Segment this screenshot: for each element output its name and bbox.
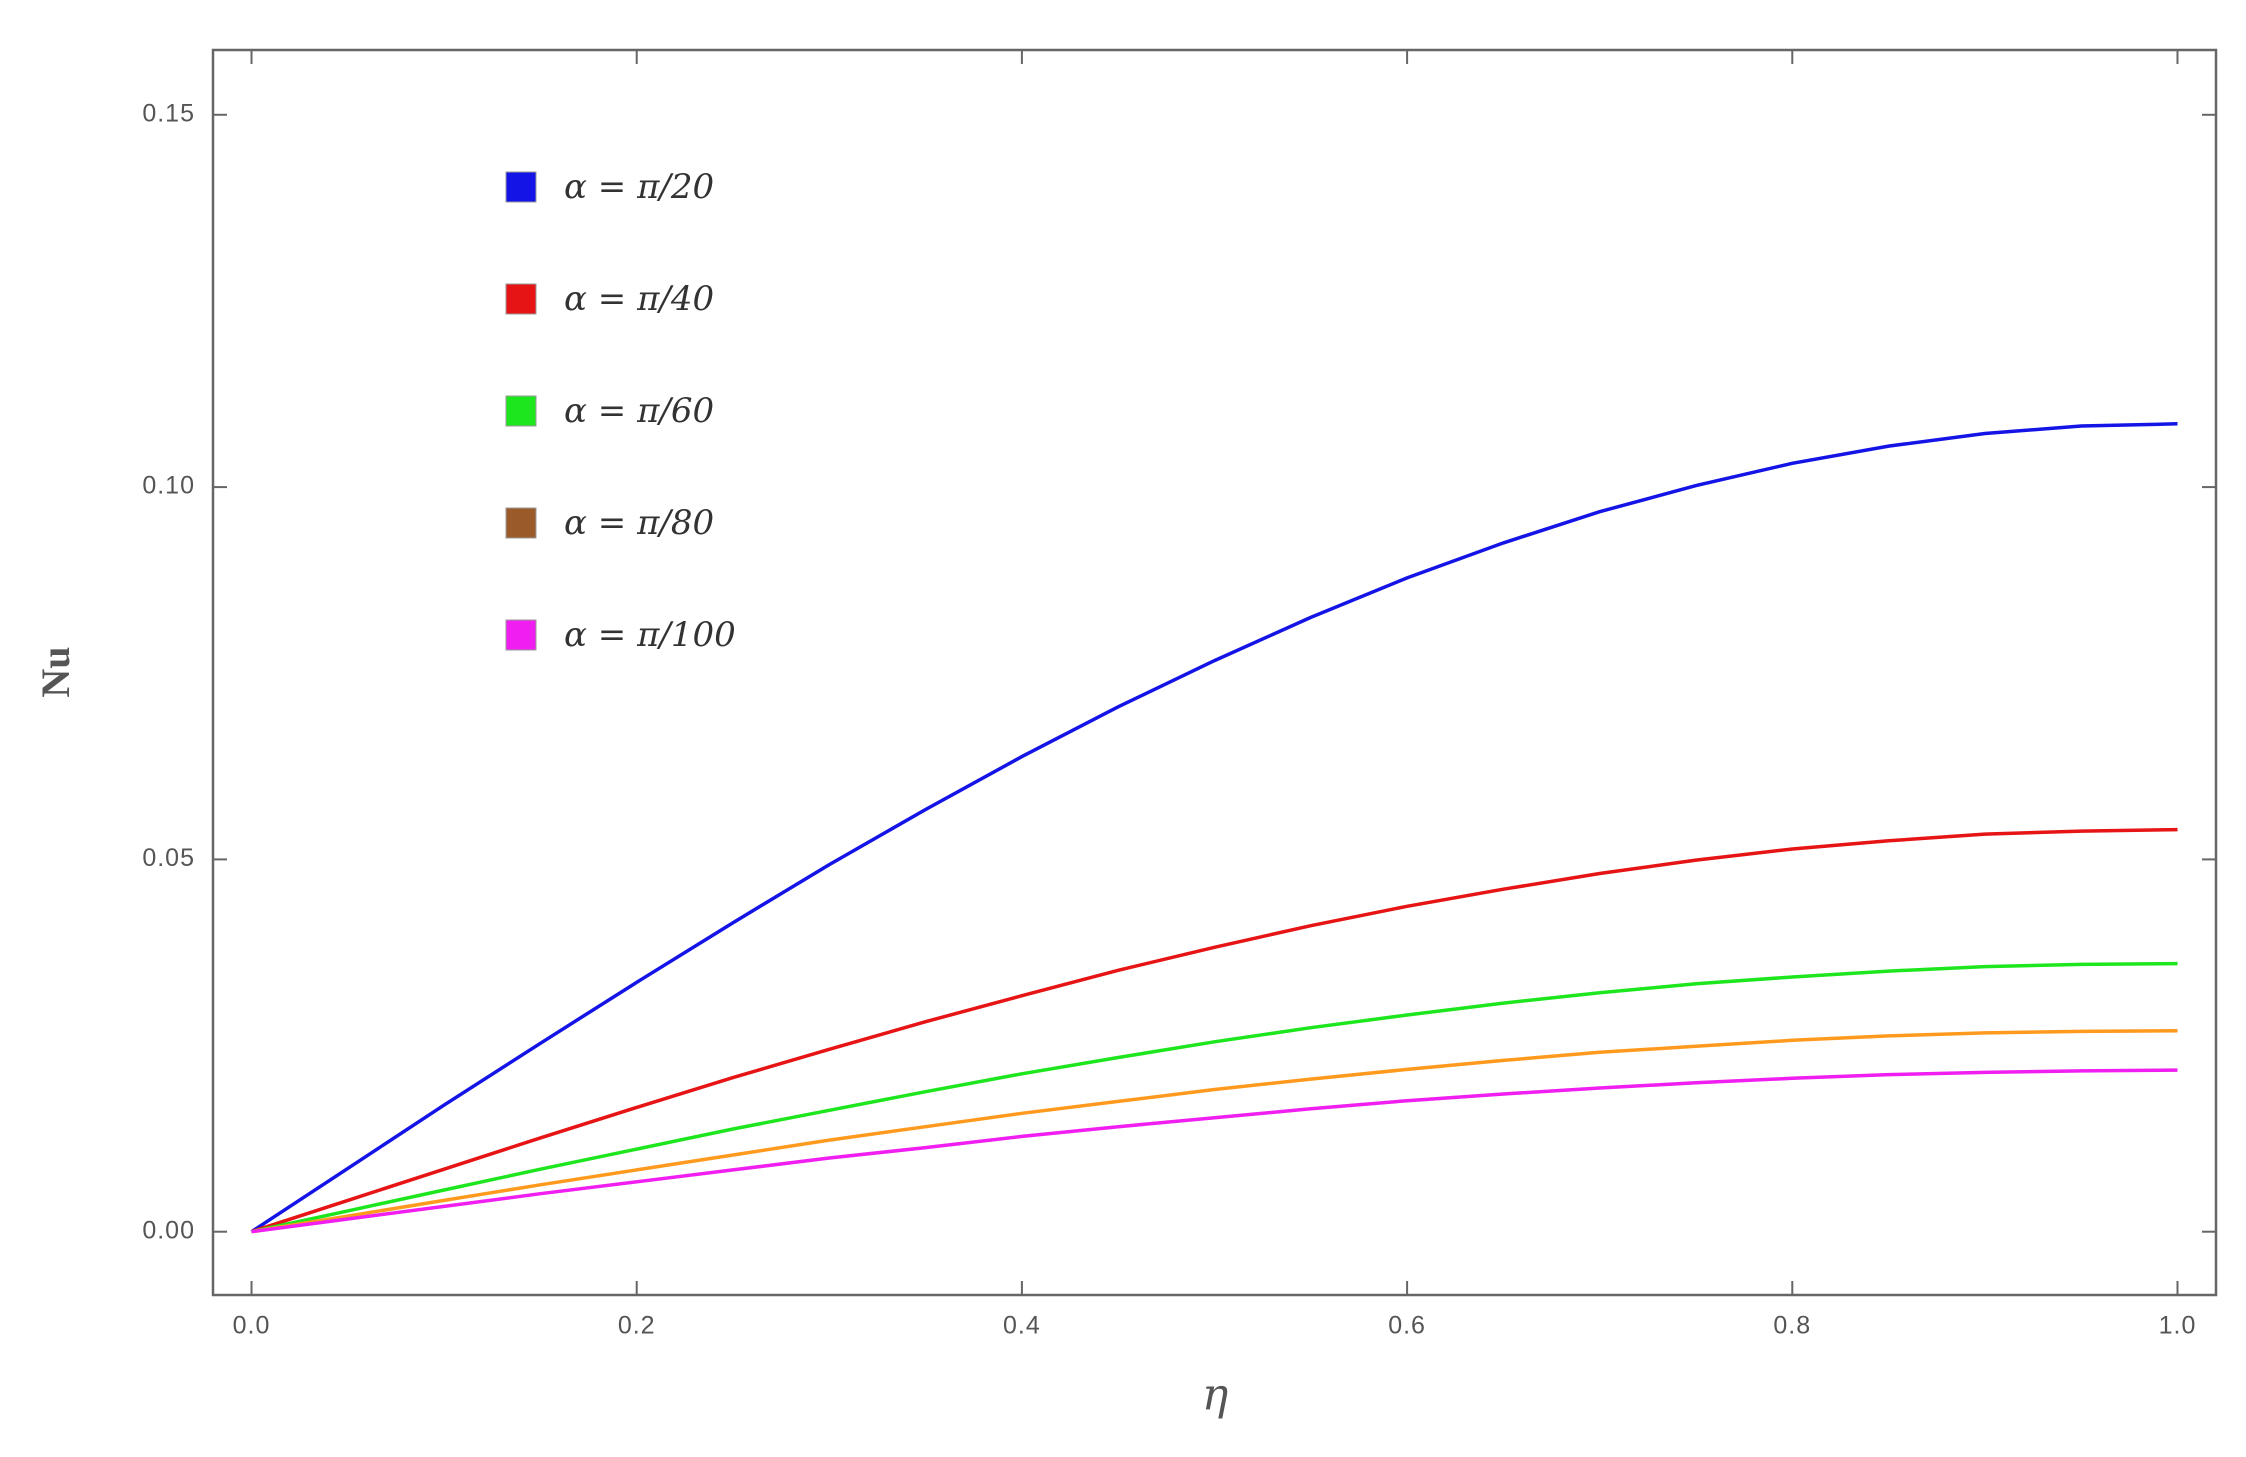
- y-tick-label: 0.15: [142, 99, 195, 127]
- legend-label: α = π/20: [564, 167, 714, 207]
- legend-swatch: [505, 283, 537, 315]
- x-tick-label: 0.0: [233, 1312, 271, 1340]
- legend-label: α = π/40: [564, 279, 714, 319]
- x-tick-label: 0.6: [1388, 1312, 1426, 1340]
- series-line: [251, 961, 2178, 1234]
- legend-label: α = π/60: [564, 391, 714, 431]
- y-tick-label: 0.05: [142, 844, 195, 872]
- legend-label: α = π/80: [564, 503, 714, 543]
- series-line: [251, 1068, 2178, 1234]
- plot-frame: [211, 48, 2218, 1297]
- legend-swatch: [505, 171, 537, 203]
- x-tick-label: 0.8: [1773, 1312, 1811, 1340]
- legend-label: α = π/100: [564, 615, 736, 655]
- legend-swatch: [505, 619, 537, 651]
- legend-swatch: [505, 507, 537, 539]
- x-axis-label: η: [1202, 1370, 1228, 1421]
- y-tick-label: 0.00: [142, 1216, 195, 1244]
- series-line: [250, 827, 2178, 1234]
- y-tick-label: 0.10: [142, 472, 195, 500]
- x-tick-label: 1.0: [2159, 1312, 2197, 1340]
- series-line: [251, 1028, 2178, 1234]
- series-line: [250, 422, 2178, 1234]
- x-tick-label: 0.4: [1003, 1312, 1041, 1340]
- y-axis-label: Nu: [33, 646, 78, 697]
- legend-swatch: [505, 395, 537, 427]
- x-tick-label: 0.2: [618, 1312, 656, 1340]
